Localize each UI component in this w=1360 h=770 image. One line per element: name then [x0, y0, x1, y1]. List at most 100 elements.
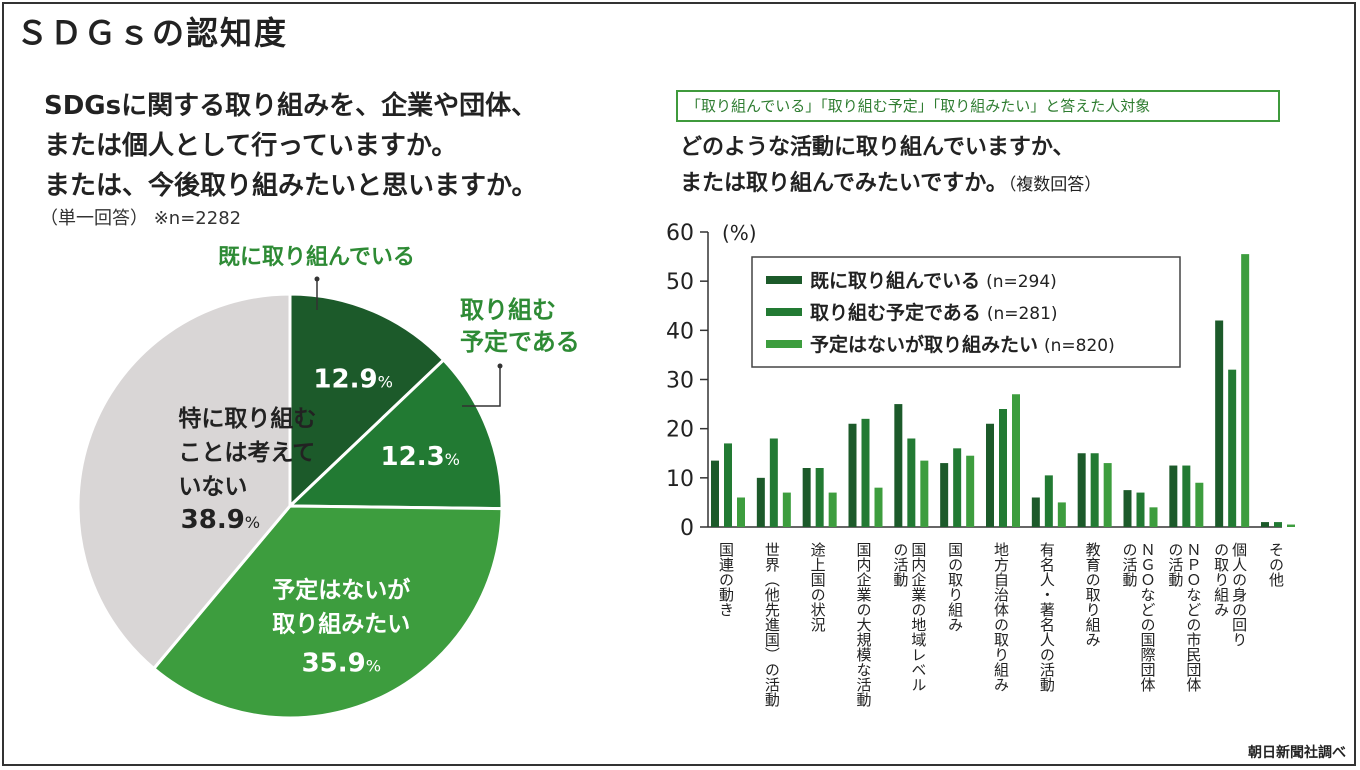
bar-7-2 [999, 409, 1007, 527]
category-label-4-1: 国内企業の大規模な活動 [855, 542, 873, 708]
bar-6-2 [953, 448, 962, 527]
bar-12-2 [1228, 369, 1237, 527]
bar-4-3 [874, 487, 883, 527]
pie-label-2-line-2: 予定である [460, 328, 580, 356]
y-tick-label: 0 [680, 516, 694, 541]
category-label-9-1: 教育の取り組み [1084, 542, 1102, 647]
pie-slice-4 [76, 292, 292, 671]
bar-8-2 [1044, 475, 1053, 527]
bar-9-2 [1090, 453, 1099, 527]
legend-label-1: 既に取り組んでいる (n=294) [810, 269, 1057, 292]
pie-value-1: 12.9% [313, 364, 392, 394]
y-tick-label: 50 [666, 270, 694, 295]
category-label-13-1: その他 [1267, 542, 1285, 588]
bar-9-3 [1103, 463, 1112, 527]
pie-leader-dot-1 [314, 276, 320, 282]
y-tick-label: 40 [666, 319, 694, 344]
bar-1-1 [711, 460, 719, 527]
bar-6-3 [966, 455, 975, 527]
pie-value-3: 35.9% [302, 649, 381, 679]
bar-5-1 [894, 404, 903, 527]
legend-box [751, 256, 1181, 368]
legend-label-3: 予定はないが取り組みたい (n=820) [810, 333, 1115, 356]
bar-7-1 [986, 423, 994, 527]
bar-9-1 [1077, 453, 1086, 527]
category-label-7-1: 地方自治体の取り組み [992, 542, 1010, 692]
left-question-line-3: または、今後取り組みたいと思いますか。 [44, 171, 538, 201]
category-label-10-1: ＮＧＯなどの国際団体 [1139, 542, 1157, 692]
bar-5-3 [920, 460, 929, 527]
pie-value-2: 12.3% [381, 442, 460, 472]
left-question-line-2: または個人として行っていますか。 [44, 131, 458, 161]
right-question-line-1: どのような活動に取り組んでいますか、 [680, 135, 1075, 160]
bar-2-3 [782, 492, 791, 527]
left-question: SDGsに関する取り組みを、企業や団体、 または個人として行っていますか。 また… [44, 86, 537, 206]
pie-slice-1 [288, 292, 446, 510]
bar-8-3 [1057, 502, 1066, 527]
pie-chart: 12.9% 既に取り組んでいる 12.3% 取り組む予定である予定はないが取り組みたい… [76, 244, 580, 720]
bar-6-1 [940, 463, 949, 527]
category-label-10-2: の活動 [1121, 542, 1139, 588]
bar-3-2 [815, 468, 824, 527]
pie-slice-2 [286, 357, 504, 511]
left-question-line-1: SDGsに関する取り組みを、企業や団体、 [44, 91, 538, 121]
bar-10-3 [1149, 507, 1158, 527]
bar-10-1 [1123, 490, 1132, 527]
pie-label-2-line-1: 取り組む [460, 296, 556, 324]
category-label-3-1: 途上国の状況 [809, 542, 827, 633]
bar-5-2 [907, 438, 916, 527]
bar-13-1 [1261, 522, 1269, 527]
category-label-5-2: の活動 [891, 542, 909, 588]
pie-label-4-line-1: 特に取り組む [178, 405, 316, 432]
bar-11-2 [1182, 465, 1191, 527]
category-label-1-1: 国連の動き [717, 542, 735, 617]
bar-1-2 [724, 443, 732, 527]
bar-3-3 [828, 492, 837, 527]
bar-10-2 [1136, 492, 1145, 527]
right-question-sub: （複数回答） [1007, 175, 1102, 195]
y-tick-label: 60 [666, 221, 694, 246]
bar-3-1 [802, 468, 811, 527]
page-title: ＳＤＧｓの認知度 [16, 14, 289, 52]
legend-swatch-3 [766, 340, 802, 348]
category-label-8-1: 有名人・著名人の活動 [1038, 542, 1056, 693]
category-label-12-1: 個人の身の回り [1230, 542, 1248, 647]
pie-label-3-line-2: 取り組みたい [272, 611, 410, 638]
bar-1-3 [737, 497, 745, 527]
bar-12-1 [1215, 320, 1224, 527]
source-note: 朝日新聞社調べ [1248, 745, 1346, 761]
bar-13-3 [1287, 524, 1295, 527]
bar-11-3 [1195, 482, 1204, 527]
pie-value-4: 38.9% [181, 505, 260, 535]
category-label-5-1: 国内企業の地域レベル [909, 542, 927, 692]
y-tick-label: 20 [666, 418, 694, 443]
bar-11-1 [1169, 465, 1178, 527]
category-label-6-1: 国の取り組み [946, 542, 964, 632]
pie-slice-3 [151, 504, 504, 720]
legend-swatch-1 [766, 276, 802, 284]
legend-label-2: 取り組む予定である (n=281) [810, 301, 1058, 324]
left-note: （単一回答） ※n=2282 [40, 208, 242, 229]
bar-4-1 [848, 423, 857, 527]
pie-label-3-line-1: 予定はないが [272, 577, 410, 604]
legend-swatch-2 [766, 308, 802, 316]
right-question-line-2: または取り組んでみたいですか。（複数回答） [680, 166, 1101, 203]
y-tick-label: 10 [666, 467, 694, 492]
pie-label-1: 既に取り組んでいる [218, 244, 415, 270]
category-label-11-1: ＮＰＯなどの市民団体 [1184, 542, 1202, 692]
bar-7-3 [1012, 394, 1020, 527]
pie-leader-dot-2 [497, 363, 503, 369]
bar-2-2 [769, 438, 778, 527]
right-question-line-2-main: または取り組んでみたいですか。 [680, 171, 1008, 196]
bar-2-1 [756, 477, 765, 527]
right-header-box: 「取り組んでいる」「取り組む予定」「取り組みたい」と答えた人対象 [676, 90, 1280, 122]
category-label-2-1: 世界（他先進国）の活動 [763, 542, 781, 708]
pie-label-4-line-2: ことは考えて [178, 440, 315, 466]
category-label-12-2: の取り組み [1212, 542, 1230, 617]
bar-4-2 [861, 418, 870, 527]
right-question: どのような活動に取り組んでいますか、 または取り組んでみたいですか。（複数回答） [680, 130, 1101, 203]
pie-leader-2 [462, 366, 501, 407]
bar-12-3 [1241, 254, 1250, 527]
pie-label-4-line-3: いない [178, 474, 247, 500]
